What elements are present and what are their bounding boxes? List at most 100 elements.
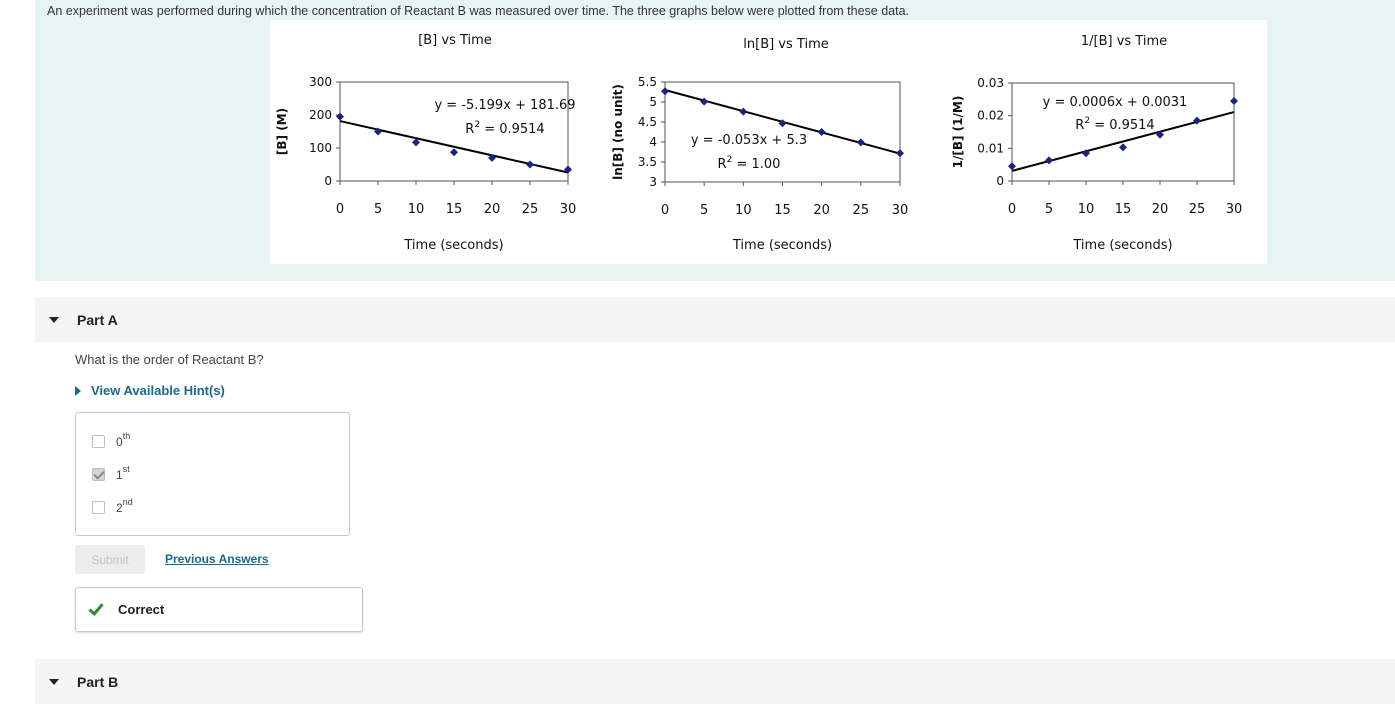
chart-1-xtick-label: 20 (813, 203, 830, 218)
chart-0-ytick-label: 300 (309, 75, 332, 89)
chart-1-xtick-label: 25 (853, 203, 870, 218)
chart-2-r2-label: R2 = 0.9514 (1075, 116, 1154, 133)
chart-1-xtick-label: 5 (700, 203, 708, 218)
option-0th[interactable]: 0th (92, 431, 131, 449)
chart-2-xlabel: Time (seconds) (1072, 238, 1172, 253)
chart-0-point (564, 165, 572, 174)
chart-2-point (1008, 162, 1016, 171)
chart-2-xtick-label: 20 (1152, 202, 1169, 217)
chart-0-point (412, 138, 420, 147)
option-2nd-label: 2nd (116, 497, 133, 515)
chart-0-point (488, 153, 496, 162)
chart-0-point (374, 127, 382, 136)
chart-1-ytick-label: 5 (649, 95, 657, 109)
chart-0-xlabel: Time (seconds) (403, 238, 503, 253)
option-1st-label: 1st (116, 464, 130, 482)
part-a-header[interactable]: Part A (35, 297, 1395, 342)
option-0th-checkbox[interactable] (92, 434, 105, 448)
answer-options: 0th 1st 2nd (75, 412, 350, 536)
chart-1-xlabel: Time (seconds) (732, 238, 832, 253)
chart-2-point (1230, 96, 1238, 105)
chart-0-xtick-label: 10 (408, 202, 425, 217)
option-1st-checkbox[interactable] (92, 467, 105, 481)
chart-1-ytick-label: 4 (649, 135, 657, 149)
chart-2-xtick-label: 15 (1115, 202, 1132, 217)
view-hints-label: View Available Hint(s) (91, 383, 225, 398)
chart-2-equation: y = 0.0006x + 0.0031 (1043, 95, 1188, 110)
chart-1-title: ln[B] vs Time (743, 37, 828, 52)
part-a-title: Part A (77, 311, 118, 328)
chart-0-equation: y = -5.199x + 181.69 (434, 98, 575, 113)
chart-0-r2-label: R2 = 0.9514 (465, 120, 544, 137)
chart-0-ytick-label: 200 (309, 108, 332, 122)
chart-1-ytick-label: 3.5 (638, 155, 657, 169)
checkmark-icon (88, 600, 104, 616)
part-b-title: Part B (77, 673, 119, 690)
chart-0-xtick-label: 15 (446, 202, 463, 217)
chart-0-ytick-label: 0 (324, 174, 332, 188)
chart-2-ytick-label: 0.03 (977, 76, 1004, 90)
chart-1-ylabel: ln[B] (no unit) (611, 84, 625, 180)
submit-button[interactable]: Submit (75, 545, 145, 574)
chart-2-xtick-label: 10 (1078, 202, 1095, 217)
collapse-caret-icon[interactable] (49, 316, 59, 323)
collapse-caret-icon[interactable] (49, 678, 59, 685)
chart-2-ytick-label: 0.01 (977, 141, 1004, 155)
chart-1-plot-frame (664, 81, 901, 183)
chart-0-xtick-label: 30 (560, 202, 577, 217)
chart-0-point (336, 112, 344, 121)
chart-1-point (856, 138, 865, 147)
chart-2-xtick-label: 25 (1189, 202, 1206, 217)
chart-2-ylabel: 1/[B] (1/M) (951, 96, 965, 169)
chart-1-point (896, 149, 904, 158)
chart-2-xtick-label: 5 (1045, 202, 1053, 217)
chart-0-xtick-label: 5 (374, 202, 382, 217)
chart-1-ytick-label: 3 (649, 175, 657, 189)
part-b-header[interactable]: Part B (35, 659, 1395, 704)
chart-2-ytick-label: 0.02 (977, 109, 1004, 123)
feedback-label: Correct (118, 602, 165, 617)
chart-1-r2-label: R2 = 1.00 (718, 155, 781, 172)
chart-1-point (739, 107, 748, 116)
chart-0-ylabel: [B] (M) (275, 108, 289, 155)
previous-answers-link[interactable]: Previous Answers (165, 552, 269, 566)
chart-2-point (1156, 130, 1164, 139)
option-2nd-checkbox[interactable] (92, 500, 105, 514)
chart-2-xtick-label: 30 (1226, 202, 1243, 217)
chart-2-point (1193, 116, 1201, 125)
option-1st[interactable]: 1st (92, 464, 130, 482)
chart-2-point (1045, 156, 1053, 165)
chart-2-xtick-label: 0 (1008, 202, 1016, 217)
chart-2-point (1119, 143, 1127, 152)
chart-1-point (700, 97, 709, 106)
chart-1-xtick-label: 30 (892, 203, 909, 218)
option-2nd[interactable]: 2nd (92, 497, 133, 515)
chart-2-title: 1/[B] vs Time (1081, 34, 1167, 49)
problem-intro-text: An experiment was performed during which… (47, 4, 910, 18)
chart-1-xtick-label: 15 (774, 203, 791, 218)
question-text: What is the order of Reactant B? (75, 352, 264, 367)
graphs-figure: [B] vs Time 0 5 10 15 20 25 30 0 100 200 300 Time (s… (270, 20, 1267, 264)
expand-triangle-icon (75, 385, 81, 396)
chart-0-xtick-label: 0 (336, 202, 344, 217)
chart-1-xtick-label: 0 (661, 203, 669, 218)
chart-0-point (526, 160, 534, 169)
chart-1-equation: y = -0.053x + 5.3 (691, 133, 807, 148)
chart-1-ytick-label: 5.5 (638, 75, 657, 89)
chart-2-point (1082, 149, 1090, 158)
chart-0-ytick-label: 100 (309, 141, 332, 155)
option-0th-label: 0th (116, 431, 131, 449)
chart-1-point (778, 119, 787, 128)
chart-1-point (661, 87, 669, 96)
chart-0-point (450, 148, 458, 157)
chart-2-ytick-label: 0 (996, 174, 1004, 188)
chart-0-xtick-label: 25 (522, 202, 539, 217)
chart-1-xtick-label: 10 (735, 203, 752, 218)
view-hints-link[interactable]: View Available Hint(s) (75, 383, 225, 398)
feedback-box: Correct (75, 587, 363, 632)
chart-1-point (817, 128, 826, 136)
chart-0-title: [B] vs Time (418, 33, 492, 48)
chart-0-xtick-label: 20 (484, 202, 501, 217)
chart-1-ytick-label: 4.5 (638, 115, 657, 129)
